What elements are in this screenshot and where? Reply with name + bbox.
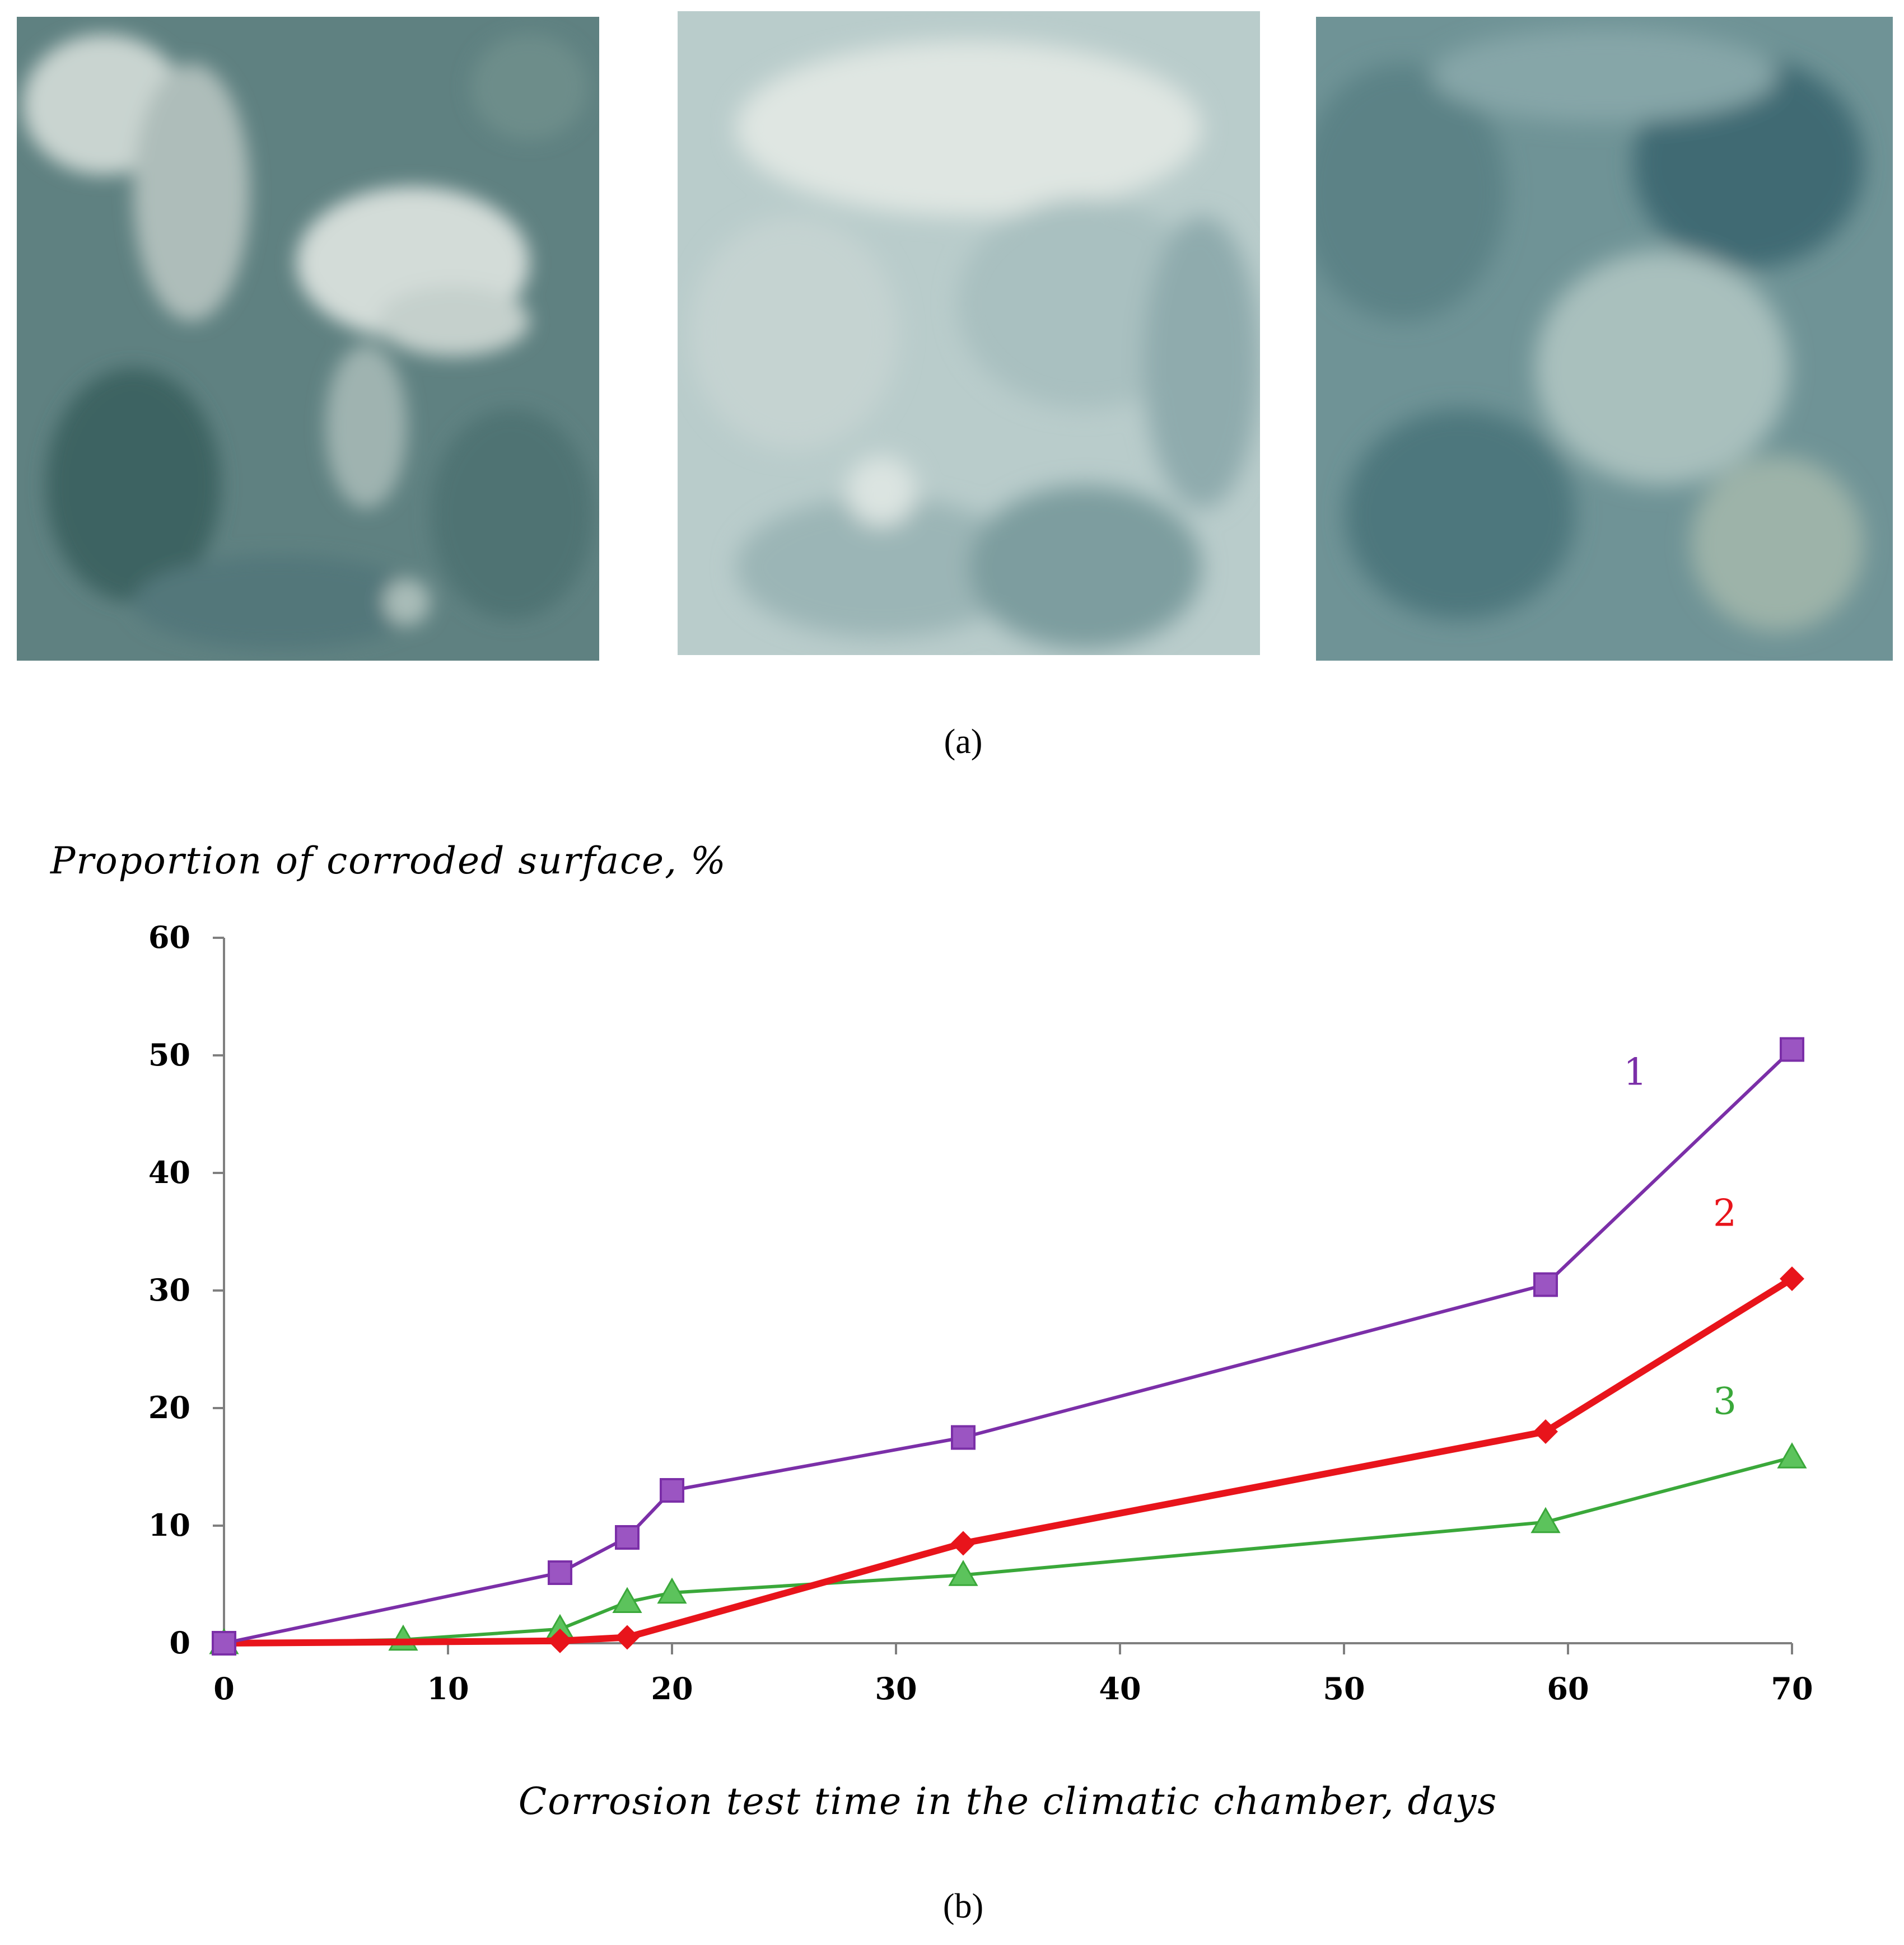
x-axis-label: Corrosion test time in the climatic cham… (519, 1780, 1498, 1823)
series-2-point (1533, 1419, 1558, 1444)
series-2-point (1780, 1266, 1804, 1291)
y-tick-label: 20 (148, 1390, 190, 1425)
series-1-point (1533, 1272, 1558, 1297)
y-tick-label: 0 (169, 1625, 190, 1661)
series-3-line (223, 1456, 1793, 1645)
sample-photo-3-image (1316, 17, 1893, 661)
series-group: 3 2 1 (209, 1037, 1807, 1656)
x-tick-label: 40 (1099, 1671, 1141, 1706)
y-tick-label: 50 (148, 1037, 190, 1073)
sample-photo-2 (678, 11, 1260, 655)
series-3-point (612, 1587, 642, 1613)
series-3-point (657, 1577, 687, 1604)
x-tick-label: 50 (1323, 1671, 1365, 1706)
series-2-point (615, 1625, 640, 1650)
x-tick-label: 10 (427, 1671, 469, 1706)
series-1-point (212, 1631, 236, 1656)
series-3-point (1777, 1442, 1807, 1469)
series-2-line (223, 1275, 1794, 1647)
panel-label-a: (a) (944, 723, 983, 761)
sample-photo-3 (1316, 17, 1893, 661)
corrosion-chart: Proportion of corroded surface, % Corros… (50, 839, 1813, 1823)
series-3-point (948, 1560, 978, 1586)
series-2-label: 2 (1713, 1192, 1737, 1235)
x-tick-label: 20 (651, 1671, 693, 1706)
y-ticks: 0 10 20 30 40 50 60 (148, 919, 224, 1661)
y-tick-label: 30 (148, 1272, 190, 1308)
sample-photo-1 (17, 17, 599, 661)
x-tick-label: 70 (1771, 1671, 1813, 1706)
panel-label-b: (b) (942, 1887, 984, 1925)
y-tick-label: 60 (148, 919, 190, 955)
x-ticks: 0 10 20 30 40 50 60 70 (213, 1643, 1813, 1706)
y-tick-label: 40 (148, 1154, 190, 1190)
series-2-point (548, 1628, 572, 1653)
series-1-label: 1 (1623, 1051, 1647, 1094)
x-tick-label: 30 (875, 1671, 917, 1706)
series-2-point (951, 1531, 976, 1556)
x-tick-label: 60 (1547, 1671, 1589, 1706)
y-tick-label: 10 (148, 1507, 190, 1543)
series-3-label: 3 (1713, 1380, 1737, 1423)
sample-photo-2-image (678, 11, 1260, 655)
series-1-point (615, 1525, 640, 1550)
series-1-point (951, 1425, 976, 1450)
series-2: 2 (212, 1192, 1804, 1656)
series-3-point (1530, 1507, 1561, 1533)
series-1-point (660, 1478, 684, 1503)
series-1-line (223, 1048, 1794, 1645)
series-1-point (548, 1560, 572, 1585)
y-axis-label: Proportion of corroded surface, % (50, 839, 727, 882)
series-1: 1 (212, 1037, 1804, 1656)
sample-photo-1-image (17, 17, 599, 661)
series-1-point (1780, 1037, 1804, 1062)
x-tick-label: 0 (213, 1671, 235, 1706)
